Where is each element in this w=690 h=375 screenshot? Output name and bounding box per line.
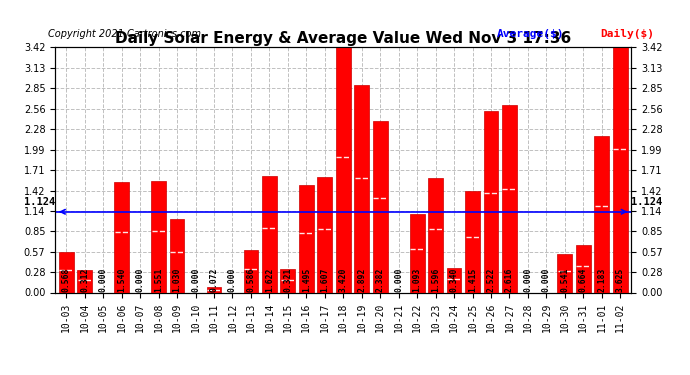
- Bar: [244, 251, 258, 292]
- Text: 1.124: 1.124: [631, 198, 662, 207]
- Title: Daily Solar Energy & Average Value Wed Nov 3 17:36: Daily Solar Energy & Average Value Wed N…: [115, 31, 571, 46]
- Bar: [410, 214, 424, 292]
- Text: 0.568: 0.568: [62, 268, 71, 292]
- Bar: [428, 178, 443, 292]
- Bar: [613, 32, 628, 292]
- Text: 0.000: 0.000: [228, 268, 237, 292]
- Bar: [446, 268, 462, 292]
- Text: Daily($): Daily($): [600, 29, 654, 39]
- Text: 2.183: 2.183: [598, 268, 607, 292]
- Bar: [206, 287, 221, 292]
- Bar: [59, 252, 74, 292]
- Bar: [576, 245, 591, 292]
- Text: 0.072: 0.072: [210, 268, 219, 292]
- Bar: [558, 254, 572, 292]
- Text: 0.586: 0.586: [246, 268, 255, 292]
- Bar: [594, 136, 609, 292]
- Bar: [77, 270, 92, 292]
- Bar: [373, 122, 388, 292]
- Text: 1.540: 1.540: [117, 268, 126, 292]
- Bar: [336, 47, 351, 292]
- Text: Average($): Average($): [497, 29, 564, 39]
- Bar: [317, 177, 332, 292]
- Text: 0.664: 0.664: [579, 268, 588, 292]
- Text: 1.596: 1.596: [431, 268, 440, 292]
- Text: 1.495: 1.495: [302, 268, 310, 292]
- Text: 0.000: 0.000: [542, 268, 551, 292]
- Text: 0.312: 0.312: [80, 268, 89, 292]
- Text: 2.892: 2.892: [357, 268, 366, 292]
- Text: 0.000: 0.000: [191, 268, 200, 292]
- Text: 1.607: 1.607: [320, 268, 329, 292]
- Bar: [465, 191, 480, 292]
- Bar: [115, 182, 129, 292]
- Bar: [299, 185, 314, 292]
- Text: 0.321: 0.321: [284, 268, 293, 292]
- Text: Copyright 2021 Cartronics.com: Copyright 2021 Cartronics.com: [48, 29, 201, 39]
- Text: 2.522: 2.522: [486, 268, 495, 292]
- Text: 0.340: 0.340: [450, 268, 459, 292]
- Text: 0.541: 0.541: [560, 268, 569, 292]
- Bar: [484, 111, 498, 292]
- Bar: [262, 176, 277, 292]
- Text: 1.030: 1.030: [172, 268, 181, 292]
- Text: 0.000: 0.000: [524, 268, 533, 292]
- Text: 0.000: 0.000: [136, 268, 145, 292]
- Text: 0.000: 0.000: [99, 268, 108, 292]
- Text: 2.616: 2.616: [505, 268, 514, 292]
- Text: 1.124: 1.124: [24, 198, 56, 207]
- Bar: [281, 270, 295, 292]
- Text: 2.382: 2.382: [376, 268, 385, 292]
- Text: 0.000: 0.000: [394, 268, 403, 292]
- Bar: [502, 105, 517, 292]
- Text: 3.420: 3.420: [339, 268, 348, 292]
- Bar: [170, 219, 184, 292]
- Text: 1.093: 1.093: [413, 268, 422, 292]
- Bar: [355, 85, 369, 292]
- Text: 3.625: 3.625: [615, 268, 624, 292]
- Text: 1.622: 1.622: [265, 268, 274, 292]
- Text: 1.415: 1.415: [468, 268, 477, 292]
- Text: 1.551: 1.551: [154, 268, 163, 292]
- Bar: [151, 181, 166, 292]
